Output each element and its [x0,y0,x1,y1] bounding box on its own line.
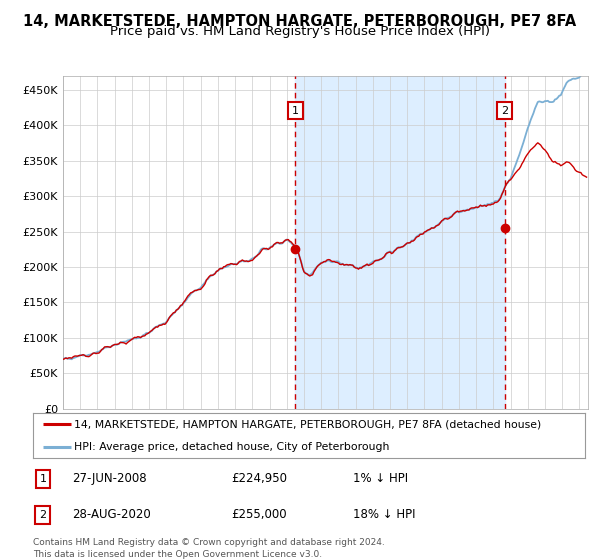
Text: 2: 2 [501,106,508,115]
Text: 1: 1 [40,474,46,484]
Text: £255,000: £255,000 [232,508,287,521]
Text: 14, MARKETSTEDE, HAMPTON HARGATE, PETERBOROUGH, PE7 8FA (detached house): 14, MARKETSTEDE, HAMPTON HARGATE, PETERB… [74,419,542,430]
Bar [295,76,505,409]
Text: 27-JUN-2008: 27-JUN-2008 [71,473,146,486]
Text: 18% ↓ HPI: 18% ↓ HPI [353,508,416,521]
Text: 1: 1 [292,106,299,115]
Text: Contains HM Land Registry data © Crown copyright and database right 2024.
This d: Contains HM Land Registry data © Crown c… [33,538,385,559]
Text: 1% ↓ HPI: 1% ↓ HPI [353,473,408,486]
Text: 14, MARKETSTEDE, HAMPTON HARGATE, PETERBOROUGH, PE7 8FA: 14, MARKETSTEDE, HAMPTON HARGATE, PETERB… [23,14,577,29]
Text: Price paid vs. HM Land Registry's House Price Index (HPI): Price paid vs. HM Land Registry's House … [110,25,490,38]
Text: HPI: Average price, detached house, City of Peterborough: HPI: Average price, detached house, City… [74,442,390,452]
Text: 28-AUG-2020: 28-AUG-2020 [71,508,151,521]
Text: 2: 2 [40,510,46,520]
Text: £224,950: £224,950 [232,473,288,486]
